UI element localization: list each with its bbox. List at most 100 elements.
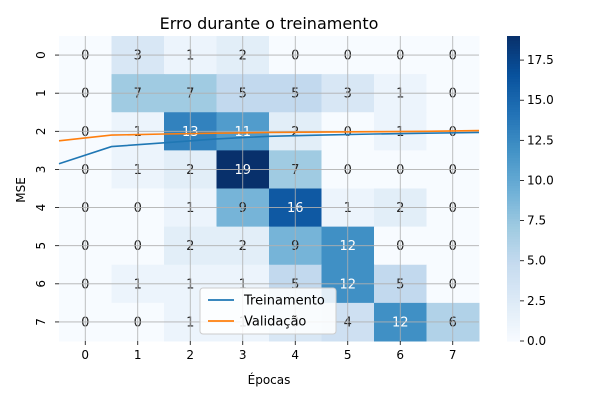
legend: Treinamento Validação [199,287,337,335]
x-axis-ticks: 0 1 2 3 4 5 6 7 [81,341,457,362]
y-tick-label: 0 [34,51,48,59]
colorbar-segment [507,79,520,83]
series-line [58,129,480,142]
colorbar-segment [507,249,520,253]
colorbar-segment [507,51,520,55]
colorbar-segment [507,203,520,207]
colorbar-segment [507,193,520,197]
y-tick-label: 6 [34,280,48,288]
colorbar-segment [507,142,520,146]
colorbar-segment [507,297,520,301]
colorbar-segment [507,150,520,154]
colorbar-tick-label: 7.5 [527,214,546,228]
x-tick-label: 4 [291,348,299,362]
colorbar-segment [507,287,520,291]
colorbar-segment [507,124,520,129]
colorbar-segment [507,274,520,279]
colorbar-segment [507,280,520,284]
colorbar-segment [507,175,520,179]
legend-label: Treinamento [243,294,325,309]
colorbar-tick-label: 17.5 [527,53,554,67]
colorbar-segment [507,335,520,340]
colorbar-segment [507,254,520,258]
colorbar-segment [507,302,520,307]
colorbar-segment [507,74,520,78]
y-axis-ticks: 0 1 2 3 4 5 6 7 [34,51,59,326]
colorbar-tick-label: 0.0 [527,334,546,348]
colorbar-segment [507,104,520,108]
colorbar-segment [507,188,520,192]
colorbar-segment [507,285,520,289]
y-tick-label: 4 [34,204,48,212]
x-tick-label: 6 [396,348,404,362]
colorbar-segment [507,183,520,187]
colorbar-segment [507,66,520,70]
colorbar-segment [507,307,520,312]
colorbar-segment [507,137,520,141]
colorbar-segment [507,94,520,98]
colorbar-segment [507,305,520,309]
colorbar-segment [507,338,520,342]
colorbar-segment [507,109,520,113]
colorbar-tick-label: 15.0 [527,93,554,107]
colorbar-segment [507,257,520,261]
colorbar-segment [507,310,520,314]
y-tick-label: 3 [34,166,48,174]
x-tick-label: 7 [449,348,457,362]
colorbar-segment [507,180,520,185]
overlay-lines [58,129,480,165]
colorbar-segment [507,185,520,190]
colorbar-segment [507,333,520,337]
series-line [58,131,480,165]
colorbar-segment [507,315,520,319]
colorbar-segment [507,300,520,304]
colorbar-segment [507,252,520,256]
colorbar-segment [507,206,520,210]
colorbar-segment [507,155,520,159]
colorbar-tick-label: 10.0 [527,173,554,187]
colorbar-segment [507,117,520,121]
colorbar-segment [507,267,520,271]
colorbar-segment [507,231,520,235]
colorbar-segment [507,325,520,329]
x-tick-label: 5 [344,348,352,362]
y-tick-label: 2 [34,127,48,135]
legend-label: Validação [244,315,306,330]
colorbar-segment [507,259,520,263]
colorbar-segment [507,221,520,225]
colorbar-segment [507,163,520,167]
colorbar-segment [507,272,520,276]
colorbar-segment [507,58,520,63]
colorbar-segment [507,46,520,50]
colorbar-segment [507,236,520,240]
colorbar-tick-label: 5.0 [527,254,546,268]
colorbar-segment [507,323,520,327]
colorbar-segment [507,208,520,212]
colorbar-segment [507,147,520,151]
colorbar-segment [507,89,520,93]
colorbar-segment [507,320,520,324]
colorbar-segment [507,91,520,96]
colorbar-segment [507,224,520,228]
colorbar-segment [507,81,520,85]
colorbar-segment [507,170,520,174]
y-tick-label: 7 [34,318,48,326]
x-tick-label: 0 [81,348,89,362]
colorbar-segment [507,290,520,294]
colorbar-segment [507,229,520,233]
colorbar-segment [507,196,520,200]
colorbar-segment [507,97,520,101]
colorbar-segment [507,38,520,42]
x-tick-label: 3 [239,348,247,362]
colorbar-segment [507,122,520,126]
colorbar-segment [507,140,520,144]
colorbar-segment [507,160,520,164]
colorbar-segment [507,145,520,149]
colorbar-segment [507,102,520,106]
colorbar-segment [507,262,520,266]
colorbar-segment [507,234,520,238]
colorbar-segment [507,99,520,103]
colorbar-segment [507,130,520,134]
